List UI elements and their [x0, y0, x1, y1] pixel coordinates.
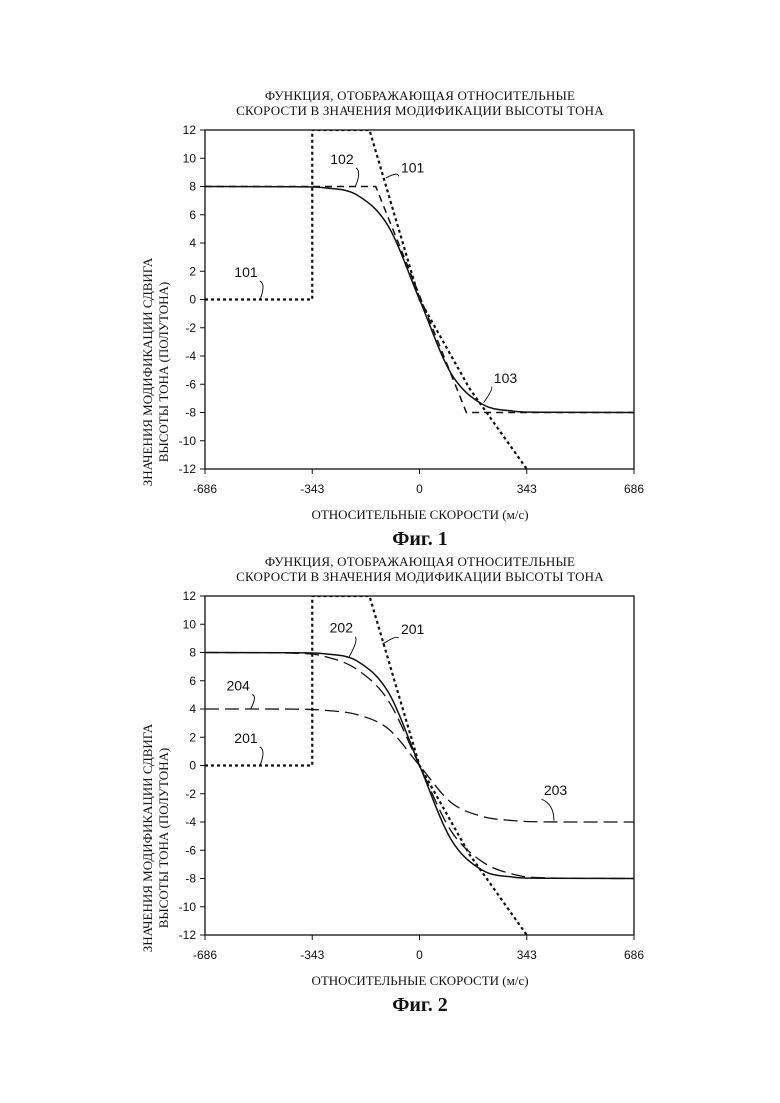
chart-2-x-tick-label: -686 [193, 948, 217, 962]
chart-1-series-3-line [205, 187, 634, 413]
chart-1-ylabel-line-2: ВЫСОТЫ ТОНА (ПОЛУТОНА) [156, 207, 172, 537]
chart-2-ylabel-line-1: ЗНАЧЕНИЯ МОДИФИКАЦИИ СДВИГА [140, 673, 156, 1003]
chart-1-series-1-line [205, 130, 527, 469]
chart-2-annotation-label: 201 [234, 730, 258, 746]
chart-1-y-tick-label: 6 [189, 208, 196, 222]
chart-2-y-tick-label: 0 [189, 759, 196, 773]
chart-1-annotation-label: 101 [234, 264, 258, 280]
chart-2-annotation-leader [542, 799, 554, 820]
chart-1-annotation-leader [260, 281, 263, 300]
chart-1-x-tick-label: 343 [517, 482, 537, 496]
chart-2-annotation-leader [251, 695, 255, 709]
chart-2-y-tick-label: -12 [179, 928, 197, 942]
chart-2-y-tick-label: 8 [189, 646, 196, 660]
chart-1-y-tick-label: -2 [185, 321, 196, 335]
chart-1-y-tick-label: 8 [189, 180, 196, 194]
chart-2-annotation-leader [383, 637, 399, 644]
chart-1-x-tick-label: 0 [416, 482, 423, 496]
chart-2-annotation-label: 202 [330, 620, 354, 636]
chart-2-x-tick-label: 686 [624, 948, 644, 962]
chart-2-x-tick-label: 0 [416, 948, 423, 962]
chart-1-y-tick-label: -4 [185, 349, 196, 363]
chart-1-annotation-label: 103 [494, 370, 518, 386]
figure-2-caption: Фиг. 2 [200, 994, 640, 1017]
figure-2: 12 10 8 6 4 2 0 -2 -4 -6 -8 -10 -12 -686 -343 0 343 686 20… [0, 548, 780, 1018]
chart-1-title-line-2: СКОРОСТИ В ЗНАЧЕНИЯ МОДИФИКАЦИИ ВЫСОТЫ Т… [200, 103, 640, 118]
chart-2-y-tick-label: -6 [185, 843, 196, 857]
chart-1-x-axis-label: ОТНОСИТЕЛЬНЫЕ СКОРОСТИ (м/с) [200, 507, 640, 523]
chart-1-annotation-label: 101 [401, 159, 425, 175]
chart-2-series-3-line [205, 653, 634, 879]
chart-1-annotation-label: 102 [330, 151, 354, 167]
chart-1-x-tick-label: -686 [193, 482, 217, 496]
chart-2-title: ФУНКЦИЯ, ОТОБРАЖАЮЩАЯ ОТНОСИТЕЛЬНЫЕ СКОР… [200, 554, 640, 584]
chart-2-title-line-2: СКОРОСТИ В ЗНАЧЕНИЯ МОДИФИКАЦИИ ВЫСОТЫ Т… [200, 569, 640, 584]
chart-2-x-tick-label: 343 [517, 948, 537, 962]
chart-2-y-tick-label: -4 [185, 815, 196, 829]
chart-1-y-tick-label: -8 [185, 406, 196, 420]
chart-1-title: ФУНКЦИЯ, ОТОБРАЖАЮЩАЯ ОТНОСИТЕЛЬНЫЕ СКОР… [200, 88, 640, 118]
chart-1-annotation-leader [355, 168, 358, 187]
chart-2-x-axis-label: ОТНОСИТЕЛЬНЫЕ СКОРОСТИ (м/с) [200, 973, 640, 989]
chart-2-y-tick-label: 6 [189, 674, 196, 688]
chart-2-annotation-label: 204 [226, 678, 250, 694]
chart-2-svg: 12 10 8 6 4 2 0 -2 -4 -6 -8 -10 -12 -686 -343 0 343 686 20… [0, 548, 780, 1018]
chart-2-y-tick-label: -10 [179, 900, 197, 914]
chart-2-ylabel-line-2: ВЫСОТЫ ТОНА (ПОЛУТОНА) [156, 673, 172, 1003]
chart-2-annotation-label: 201 [401, 621, 425, 637]
chart-1-y-tick-label: 12 [183, 123, 197, 137]
chart-2-y-tick-label: -2 [185, 787, 196, 801]
chart-2-y-tick-label: 10 [183, 617, 197, 631]
chart-2-y-tick-label: 2 [189, 730, 196, 744]
chart-2-annotation-leader [349, 637, 356, 657]
chart-2-y-tick-label: 12 [183, 589, 197, 603]
chart-1-y-axis-label: ЗНАЧЕНИЯ МОДИФИКАЦИИ СДВИГА ВЫСОТЫ ТОНА … [140, 207, 172, 537]
figure-1: 12 10 8 6 4 2 0 -2 -4 -6 -8 -10 -12 -686 -343 0 343 686 10… [0, 82, 780, 552]
chart-2-annotation-leader [260, 747, 263, 766]
chart-2-y-axis-label: ЗНАЧЕНИЯ МОДИФИКАЦИИ СДВИГА ВЫСОТЫ ТОНА … [140, 673, 172, 1003]
chart-2-title-line-1: ФУНКЦИЯ, ОТОБРАЖАЮЩАЯ ОТНОСИТЕЛЬНЫЕ [200, 554, 640, 569]
chart-1-y-tick-label: -12 [179, 462, 197, 476]
chart-1-ylabel-line-1: ЗНАЧЕНИЯ МОДИФИКАЦИИ СДВИГА [140, 207, 156, 537]
chart-1-annotation-leader [386, 174, 399, 178]
chart-2-series-1-line [205, 596, 527, 935]
chart-1-y-tick-label: -10 [179, 434, 197, 448]
chart-1-y-tick-label: 0 [189, 293, 196, 307]
chart-1-svg: 12 10 8 6 4 2 0 -2 -4 -6 -8 -10 -12 -686 -343 0 343 686 10… [0, 82, 780, 552]
chart-1-y-tick-label: 10 [183, 151, 197, 165]
chart-2-y-tick-label: -8 [185, 872, 196, 886]
chart-2-y-tick-label: 4 [189, 702, 196, 716]
chart-1-y-tick-label: -6 [185, 377, 196, 391]
chart-2-x-tick-label: -343 [300, 948, 324, 962]
chart-1-title-line-1: ФУНКЦИЯ, ОТОБРАЖАЮЩАЯ ОТНОСИТЕЛЬНЫЕ [200, 88, 640, 103]
chart-1-annotation-leader [484, 387, 492, 403]
chart-1-y-tick-label: 2 [189, 264, 196, 278]
chart-1-y-tick-label: 4 [189, 236, 196, 250]
chart-1-x-tick-label: 686 [624, 482, 644, 496]
chart-2-annotation-label: 203 [544, 782, 568, 798]
chart-1-x-tick-label: -343 [300, 482, 324, 496]
